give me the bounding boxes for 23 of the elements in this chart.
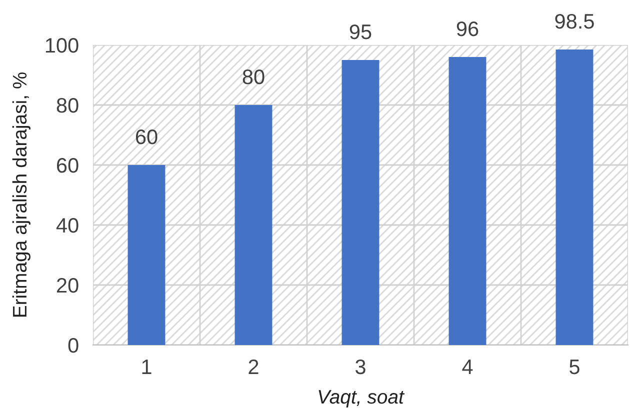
y-tick-label: 60 — [57, 158, 78, 173]
x-tick-label: 2 — [248, 359, 258, 374]
y-tick-label: 100 — [46, 38, 78, 53]
x-tick-label: 1 — [142, 360, 152, 374]
y-tick-label: 80 — [56, 98, 78, 113]
x-tick-label: 4 — [462, 360, 473, 374]
bar — [448, 57, 486, 345]
bar — [234, 105, 272, 345]
y-tick-label: 0 — [68, 338, 78, 353]
y-tick-label: 20 — [56, 278, 78, 293]
x-tick-label: 5 — [570, 360, 580, 374]
x-tick-label: 3 — [356, 359, 366, 374]
data-label: 95 — [350, 24, 372, 40]
data-label: 98.5 — [555, 14, 594, 29]
x-axis-title: Vaqt, soat — [318, 390, 405, 408]
bar — [342, 60, 380, 345]
bar — [556, 50, 594, 345]
y-tick-label: 40 — [56, 218, 78, 233]
bar — [128, 165, 166, 345]
data-label: 96 — [456, 21, 478, 36]
y-axis-title: Eritmaga ajralish darajasi, % — [12, 72, 30, 317]
data-label: 60 — [136, 129, 158, 144]
data-label: 80 — [242, 69, 264, 84]
